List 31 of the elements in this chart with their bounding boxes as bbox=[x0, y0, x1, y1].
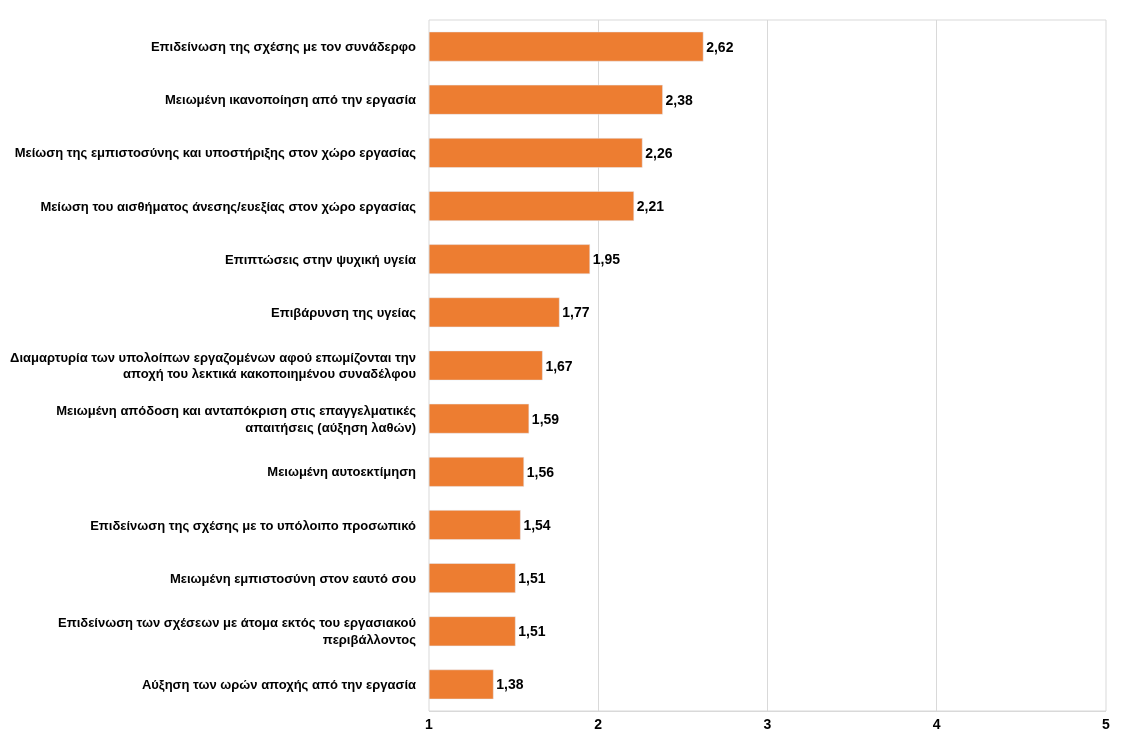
data-label: 1,67 bbox=[545, 357, 573, 374]
x-tick-label: 1 bbox=[425, 715, 434, 732]
data-label: 1,51 bbox=[518, 570, 546, 587]
data-label: 1,59 bbox=[531, 410, 560, 427]
y-tick-label: Μειωμένη εμπιστοσύνη στον εαυτό σου bbox=[170, 570, 417, 586]
y-tick-label: Μείωση της εμπιστοσύνης και υποστήριξης στον χώρο εργασίας bbox=[14, 145, 417, 161]
data-label: 1,38 bbox=[496, 676, 524, 693]
data-label: 1,51 bbox=[518, 623, 546, 640]
data-label: 2,26 bbox=[645, 144, 673, 161]
data-label: 1,77 bbox=[562, 304, 590, 321]
y-tick-label: Επιβάρυνση της υγείας bbox=[271, 304, 417, 320]
y-tick-label: Μειωμένη απόδοση και ανταπόκριση στις επαγγελματικές απαιτήσεις (αύξηση λαθών) bbox=[56, 402, 417, 435]
x-tick-label: 5 bbox=[1102, 715, 1111, 732]
x-tick-label: 4 bbox=[932, 715, 941, 732]
y-tick-label: Αύξηση των ωρών αποχής από την εργασία bbox=[141, 676, 416, 692]
x-tick-label: 3 bbox=[763, 715, 772, 732]
y-tick-label: Επιδείνωση της σχέσης με τον συνάδερφο bbox=[150, 39, 417, 55]
y-tick-label: Μείωση του αισθήματος άνεσης/ευεξίας στον χώρο εργασίας bbox=[40, 198, 417, 214]
y-tick-label: Διαμαρτυρία των υπολοίπων εργαζομένων αφού επωμίζονται την αποχή του λεκτικά κακοποιημένου συναδέλφου bbox=[10, 349, 417, 382]
y-tick-label: Επιπτώσεις στην ψυχική υγεία bbox=[225, 251, 416, 267]
data-label: 1,54 bbox=[523, 516, 551, 533]
y-tick-label: Μειωμένη ικανοποίηση από την εργασία bbox=[165, 92, 417, 108]
x-tick-label: 2 bbox=[594, 715, 603, 732]
data-label: 2,21 bbox=[636, 198, 665, 215]
y-tick-label: Μειωμένη αυτοεκτίμηση bbox=[267, 464, 417, 480]
data-label: 1,95 bbox=[592, 251, 621, 268]
data-label: 1,56 bbox=[526, 463, 555, 480]
y-tick-label: Επιδείνωση των σχέσεων με άτομα εκτός του εργασιακού περιβάλλοντος bbox=[58, 615, 417, 648]
data-label: 2,38 bbox=[665, 91, 694, 108]
data-label: 2,62 bbox=[706, 38, 734, 55]
y-tick-label: Επιδείνωση της σχέσης με το υπόλοιπο προσωπικό bbox=[90, 517, 417, 533]
